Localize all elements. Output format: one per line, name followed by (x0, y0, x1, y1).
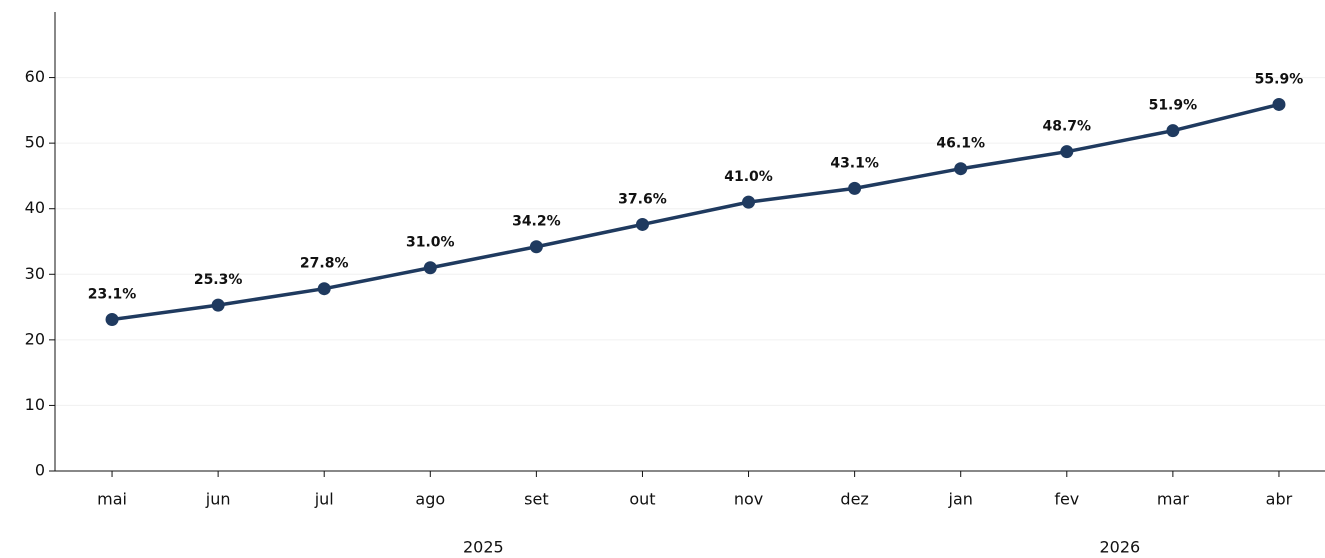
value-label: 48.7% (1043, 119, 1092, 135)
line (111, 102, 1280, 322)
value-label: 37.6% (618, 191, 667, 207)
y-tick-label: 10 (25, 395, 45, 414)
point (105, 313, 119, 327)
point (423, 261, 437, 275)
point (635, 217, 649, 231)
x-tick-label: jan (948, 490, 973, 509)
x-group-label: 2025 (463, 538, 504, 557)
point (848, 181, 862, 195)
point (1060, 145, 1074, 159)
value-label: 23.1% (88, 287, 137, 303)
y-tick-label: 50 (25, 133, 45, 152)
value-label: 41.0% (724, 169, 773, 185)
y-tick-label: 30 (25, 264, 45, 283)
x-tick-label: nov (734, 490, 763, 509)
value-label: 46.1% (936, 136, 985, 152)
point (317, 282, 331, 296)
x-tick-label: mai (97, 490, 127, 509)
y-tick-label: 40 (25, 198, 45, 217)
x-tick-label: out (629, 490, 655, 509)
y-tick-label: 0 (35, 461, 45, 480)
x-tick-label: mar (1157, 490, 1189, 509)
x-tick-label: fev (1054, 490, 1079, 509)
x-group-label: 2026 (1099, 538, 1140, 557)
point (1166, 124, 1180, 138)
x-tick-label: ago (415, 490, 445, 509)
y-tick-label: 60 (25, 67, 45, 86)
x-tick-label: jun (205, 490, 231, 509)
value-label: 25.3% (194, 272, 243, 288)
value-label: 55.9% (1255, 71, 1304, 87)
x-tick-label: abr (1266, 490, 1293, 509)
point (954, 162, 968, 176)
value-label: 43.1% (830, 155, 879, 171)
value-label: 31.0% (406, 235, 455, 251)
point (529, 240, 543, 254)
x-tick-label: set (524, 490, 548, 509)
x-tick-label: jul (314, 490, 334, 509)
x-tick-label: dez (840, 490, 868, 509)
y-tick-label: 20 (25, 329, 45, 348)
value-label: 34.2% (512, 214, 561, 230)
point (1272, 97, 1286, 111)
point (211, 298, 225, 312)
point (742, 195, 756, 209)
value-label: 51.9% (1149, 98, 1198, 114)
value-label: 27.8% (300, 256, 349, 272)
